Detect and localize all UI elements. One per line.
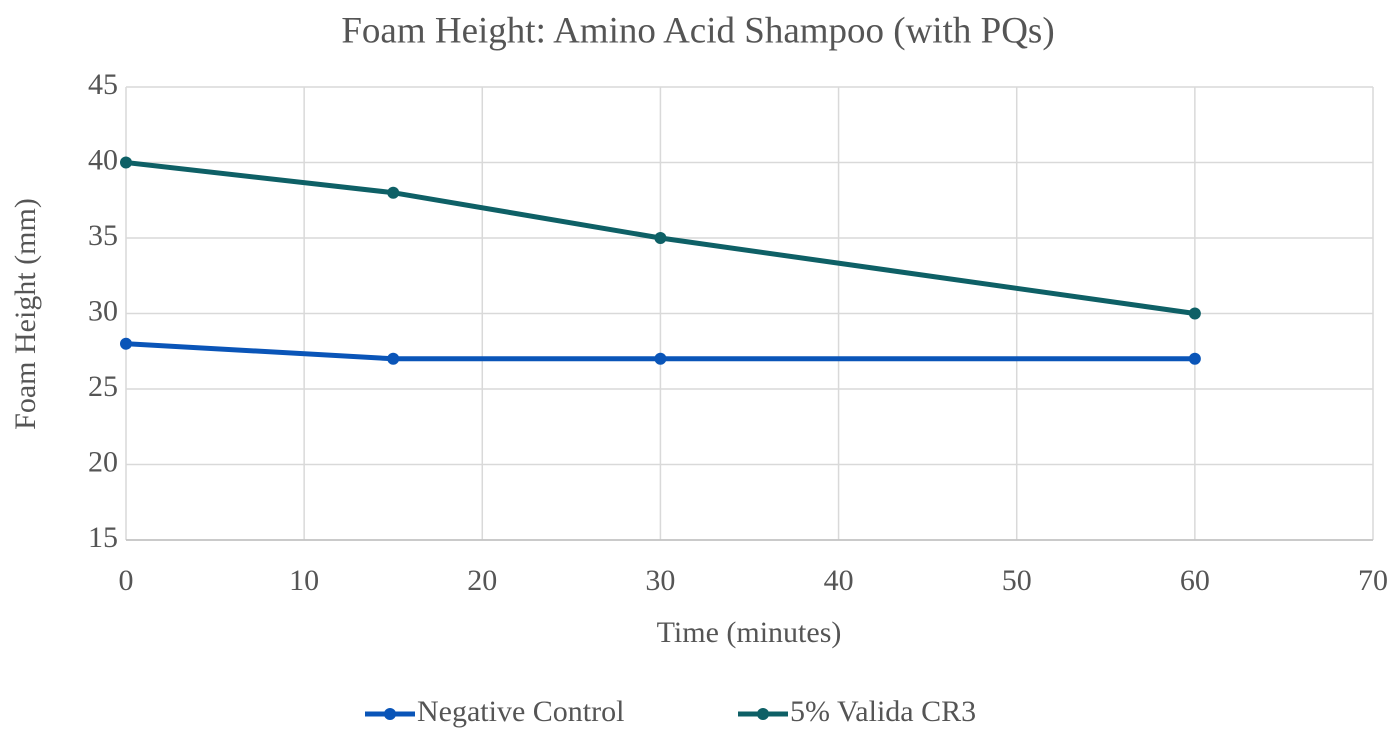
data-point: [120, 337, 132, 350]
legend-swatch-marker: [757, 708, 769, 720]
x-tick-label: 70: [1358, 564, 1388, 597]
data-point: [120, 156, 132, 169]
x-tick-label: 40: [824, 564, 854, 597]
data-point: [654, 232, 667, 244]
x-tick-label: 60: [1180, 564, 1210, 597]
y-tick-label: 30: [88, 294, 118, 327]
legend-label: 5% Valida CR3: [790, 695, 976, 728]
data-point: [654, 352, 667, 365]
y-axis-label: Foam Height (mm): [9, 198, 42, 430]
data-point: [1188, 352, 1201, 365]
x-tick-label: 0: [119, 564, 134, 597]
chart-title: Foam Height: Amino Acid Shampoo (with PQ…: [341, 10, 1054, 51]
x-tick-label: 50: [1002, 564, 1032, 597]
x-tick-label: 20: [467, 564, 497, 597]
y-tick-label: 15: [88, 521, 118, 554]
y-tick-label: 25: [88, 370, 118, 403]
x-tick-label: 30: [645, 564, 675, 597]
x-axis-label: Time (minutes): [657, 616, 842, 649]
y-tick-label: 35: [88, 219, 118, 252]
series-line: [125, 160, 1196, 316]
y-tick-label: 20: [88, 445, 118, 478]
data-point: [387, 352, 400, 365]
legend-swatch-marker: [384, 708, 396, 720]
data-point: [1188, 307, 1201, 320]
legend-label: Negative Control: [417, 695, 624, 728]
y-tick-label: 45: [88, 68, 118, 101]
y-tick-label: 40: [88, 143, 118, 176]
data-point: [387, 186, 400, 199]
x-tick-label: 10: [289, 564, 319, 597]
series-line: [125, 341, 1195, 362]
